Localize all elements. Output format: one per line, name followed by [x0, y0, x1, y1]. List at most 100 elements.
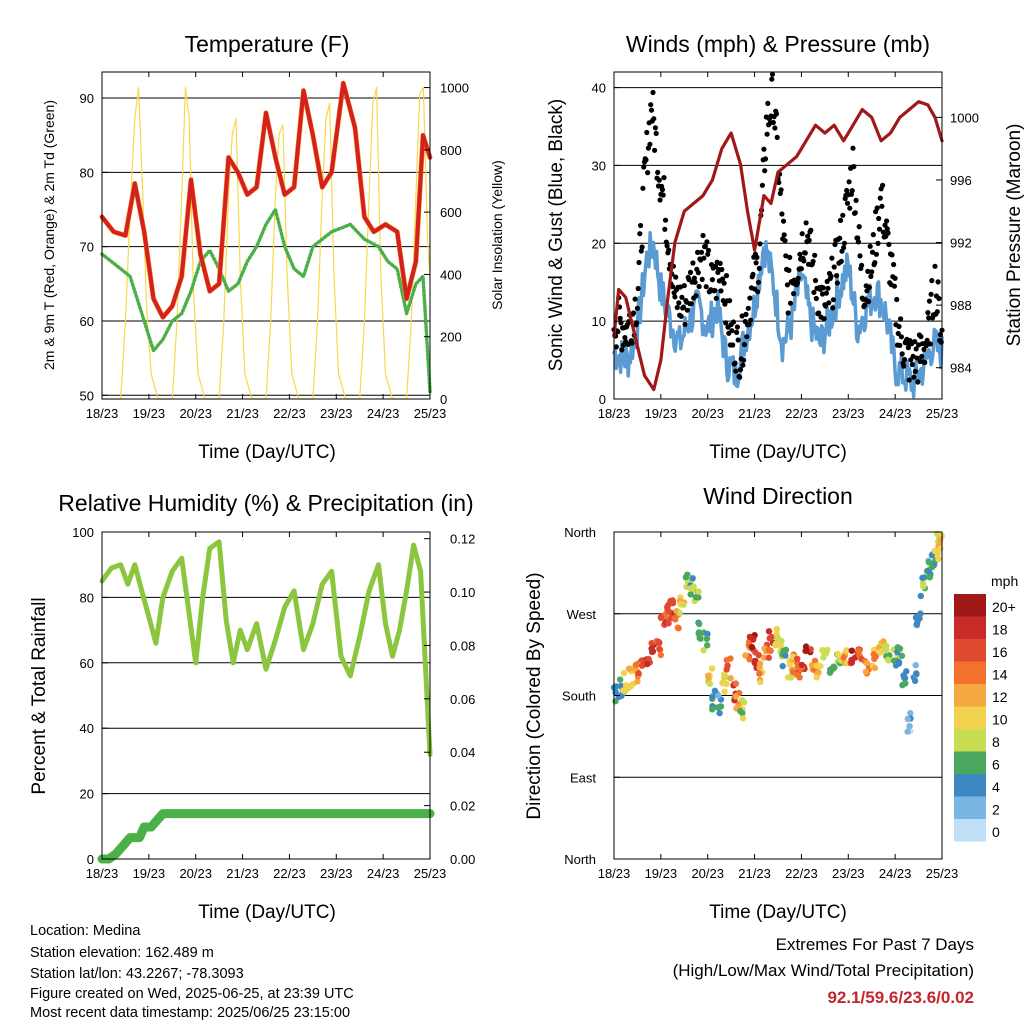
- gust-point: [830, 305, 836, 311]
- direction-point: [724, 662, 731, 669]
- gust-point: [743, 311, 749, 317]
- direction-panel: Wind Direction Time (Day/UTC) Direction …: [524, 483, 1018, 923]
- gust-point: [914, 355, 920, 361]
- gust-point: [655, 169, 661, 175]
- gust-point: [755, 289, 761, 295]
- direction-title: Wind Direction: [703, 483, 853, 509]
- gust-point: [828, 273, 834, 279]
- direction-point: [717, 703, 725, 710]
- legend-swatch: [954, 706, 986, 729]
- gust-point: [912, 368, 919, 374]
- direction-point: [680, 601, 687, 608]
- gust-point: [912, 339, 918, 345]
- temperature-ylabel: 2m & 9m T (Red, Orange) & 2m Td (Green): [41, 100, 57, 370]
- direction-point: [752, 657, 759, 665]
- direction-point: [723, 680, 730, 688]
- direction-point: [811, 657, 819, 665]
- gust-point: [805, 233, 811, 239]
- temperature-xlabel: Time (Day/UTC): [198, 442, 336, 463]
- x-tick-label: 22/23: [273, 406, 306, 421]
- gust-point: [819, 291, 826, 297]
- gust-point: [901, 356, 908, 363]
- solar-insolation-line: [101, 86, 431, 400]
- gust-point: [779, 211, 785, 217]
- gust-point: [733, 368, 739, 374]
- x-tick-label: 25/23: [414, 866, 447, 881]
- gust-point: [672, 294, 678, 300]
- gust-point: [884, 218, 890, 224]
- direction-point: [760, 654, 768, 661]
- legend-label: 4: [992, 779, 1000, 795]
- humidity-title: Relative Humidity (%) & Precipitation (i…: [58, 490, 473, 516]
- gust-point: [884, 226, 890, 232]
- y-tick-label: 0: [87, 852, 94, 867]
- gust-point: [662, 226, 668, 232]
- direction-point: [700, 647, 707, 654]
- x-tick-label: 20/23: [179, 406, 212, 421]
- legend-label: 8: [992, 734, 1000, 750]
- direction-point: [911, 677, 919, 685]
- gust-point: [701, 255, 707, 261]
- gust-point: [874, 205, 880, 211]
- gust-point: [666, 247, 672, 253]
- legend-title: mph: [991, 573, 1018, 589]
- gust-point: [709, 277, 716, 283]
- gust-point: [852, 210, 858, 216]
- speed-legend: mph 20+ 18 16 14 12 10 8 6 4 2 0: [954, 573, 1018, 842]
- direction-xlabel: Time (Day/UTC): [709, 902, 847, 923]
- gust-point: [928, 291, 934, 297]
- gust-point: [727, 298, 733, 304]
- gust-point: [723, 273, 730, 279]
- gust-point: [700, 232, 706, 239]
- gust-point: [682, 321, 688, 327]
- gust-point: [650, 89, 656, 96]
- gust-point: [879, 203, 885, 209]
- winds-xlabel: Time (Day/UTC): [709, 442, 847, 463]
- gust-point: [748, 317, 754, 323]
- station-pressure-line: [612, 100, 944, 392]
- gust-point: [850, 145, 856, 151]
- gust-point: [838, 258, 844, 264]
- gust-point: [641, 164, 647, 170]
- x-tick-label: 22/23: [785, 866, 818, 881]
- gust-point: [846, 179, 852, 185]
- direction-point: [907, 709, 914, 717]
- y-tick-label: West: [567, 607, 597, 622]
- direction-point: [780, 647, 787, 654]
- gust-point: [755, 279, 762, 285]
- gust-point: [840, 212, 846, 218]
- x-tick-label: 23/23: [832, 866, 865, 881]
- gust-point: [652, 125, 659, 131]
- gust-point: [680, 304, 687, 310]
- legend-label: 16: [992, 644, 1008, 660]
- y-tick-label-right: 800: [440, 143, 462, 158]
- direction-point: [935, 555, 942, 563]
- gust-point: [837, 217, 844, 223]
- direction-point: [883, 647, 890, 654]
- gust-point: [862, 302, 868, 308]
- gust-point: [841, 245, 847, 251]
- gust-point: [898, 334, 905, 340]
- gust-point: [897, 342, 903, 348]
- humidity-panel: Relative Humidity (%) & Precipitation (i…: [29, 490, 475, 923]
- direction-point: [798, 661, 805, 669]
- gust-point: [851, 164, 857, 170]
- gust-point: [769, 71, 776, 77]
- direction-point: [813, 662, 820, 669]
- x-tick-label: 25/23: [414, 406, 447, 421]
- gust-point: [702, 243, 709, 249]
- gust-point: [844, 200, 851, 206]
- y-tick-label-right: 988: [950, 298, 972, 313]
- y-tick-label-right: 1000: [950, 110, 979, 125]
- direction-point: [826, 669, 834, 676]
- x-tick-label: 20/23: [179, 866, 212, 881]
- direction-point: [634, 678, 641, 685]
- gust-point: [773, 111, 780, 117]
- direction-point: [906, 722, 913, 730]
- y-tick-label: 20: [80, 787, 94, 802]
- gust-point: [635, 285, 641, 292]
- gust-point: [619, 347, 625, 353]
- gust-point: [877, 195, 883, 201]
- gust-point: [866, 284, 873, 290]
- gust-point: [781, 232, 787, 238]
